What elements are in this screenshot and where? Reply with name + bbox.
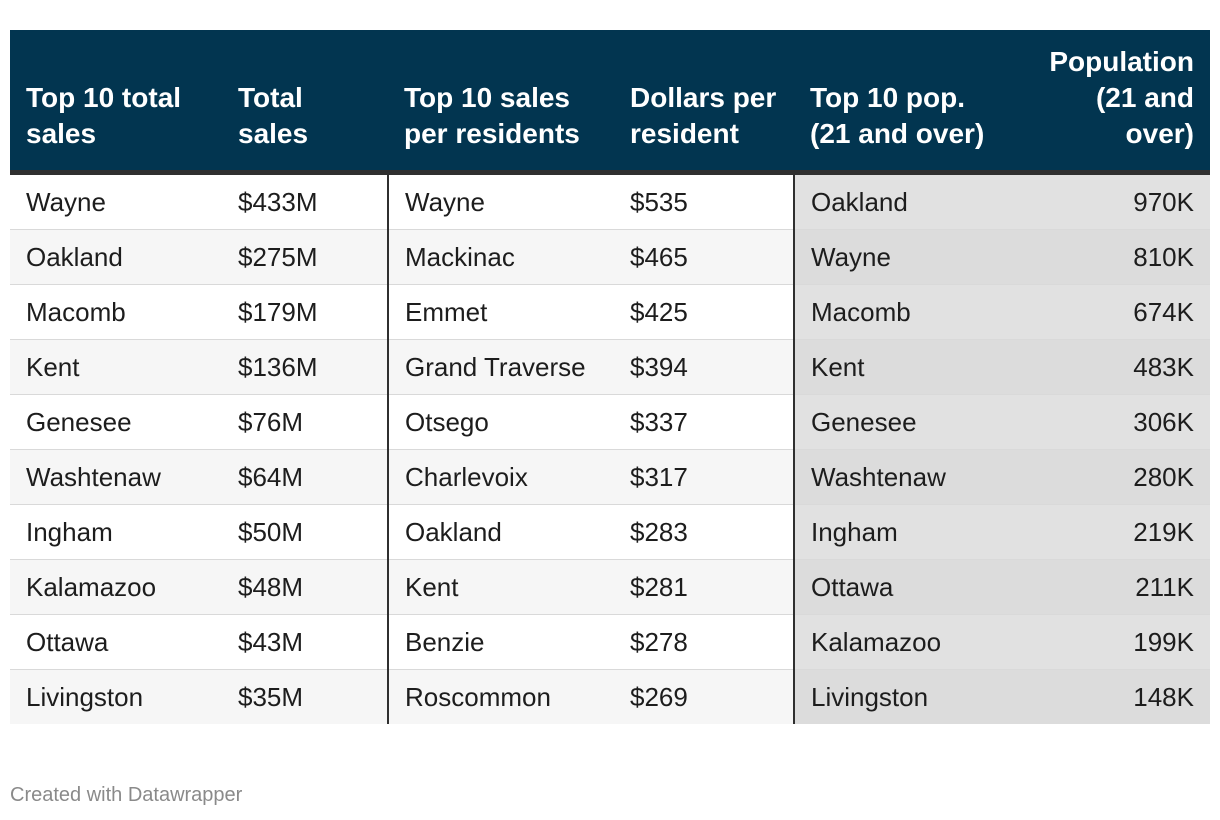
county-population-cell: Livingston xyxy=(793,669,1010,724)
county-sales-per-resident-cell: Benzie xyxy=(387,614,614,670)
total-sales-value-cell: $64M xyxy=(222,449,388,505)
county-total-sales-cell: Kalamazoo xyxy=(10,559,222,615)
dollars-per-resident-value-cell: $535 xyxy=(614,172,794,230)
table-row: Washtenaw $64M Charlevoix $317 Washtenaw 280K xyxy=(10,449,1210,505)
table-row: Oakland $275M Mackinac $465 Wayne 810K xyxy=(10,229,1210,285)
county-total-sales-cell: Ottawa xyxy=(10,614,222,670)
table-row: Kent $136M Grand Traverse $394 Kent 483K xyxy=(10,339,1210,395)
data-table: Top 10 total sales Total sales Top 10 sa… xyxy=(10,30,1210,724)
table-body: Wayne $433M Wayne $535 Oakland 970K Oakland $27… xyxy=(10,172,1210,724)
county-sales-per-resident-cell: Kent xyxy=(387,559,614,615)
total-sales-value-cell: $50M xyxy=(222,504,388,560)
county-total-sales-cell: Oakland xyxy=(10,229,222,285)
dollars-per-resident-value-cell: $425 xyxy=(614,284,794,340)
dollars-per-resident-value-cell: $269 xyxy=(614,669,794,724)
county-population-cell: Wayne xyxy=(793,229,1010,285)
county-sales-per-resident-cell: Oakland xyxy=(387,504,614,560)
data-table-container: Top 10 total sales Total sales Top 10 sa… xyxy=(10,30,1210,724)
dollars-per-resident-value-cell: $465 xyxy=(614,229,794,285)
county-sales-per-resident-cell: Mackinac xyxy=(387,229,614,285)
county-sales-per-resident-cell: Wayne xyxy=(387,172,614,230)
county-population-cell: Ottawa xyxy=(793,559,1010,615)
total-sales-value-cell: $433M xyxy=(222,172,388,230)
county-population-cell: Kalamazoo xyxy=(793,614,1010,670)
population-value-cell: 674K xyxy=(1010,284,1210,340)
table-row: Livingston $35M Roscommon $269 Livingston 148… xyxy=(10,669,1210,724)
total-sales-value-cell: $275M xyxy=(222,229,388,285)
county-total-sales-cell: Livingston xyxy=(10,669,222,724)
county-total-sales-cell: Washtenaw xyxy=(10,449,222,505)
county-total-sales-cell: Ingham xyxy=(10,504,222,560)
column-header-total-sales[interactable]: Total sales xyxy=(222,30,388,175)
population-value-cell: 483K xyxy=(1010,339,1210,395)
column-header-top-sales-per-resident[interactable]: Top 10 sales per residents xyxy=(388,30,614,175)
column-header-top-population[interactable]: Top 10 pop. (21 and over) xyxy=(794,30,1010,175)
county-population-cell: Kent xyxy=(793,339,1010,395)
county-sales-per-resident-cell: Charlevoix xyxy=(387,449,614,505)
county-population-cell: Oakland xyxy=(793,172,1010,230)
population-value-cell: 148K xyxy=(1010,669,1210,724)
total-sales-value-cell: $76M xyxy=(222,394,388,450)
population-value-cell: 211K xyxy=(1010,559,1210,615)
dollars-per-resident-value-cell: $278 xyxy=(614,614,794,670)
population-value-cell: 306K xyxy=(1010,394,1210,450)
datawrapper-credit: Created with Datawrapper xyxy=(10,784,243,806)
county-total-sales-cell: Wayne xyxy=(10,172,222,230)
population-value-cell: 219K xyxy=(1010,504,1210,560)
county-total-sales-cell: Macomb xyxy=(10,284,222,340)
table-row: Ingham $50M Oakland $283 Ingham 219K xyxy=(10,504,1210,560)
table-row: Wayne $433M Wayne $535 Oakland 970K xyxy=(10,172,1210,230)
dollars-per-resident-value-cell: $317 xyxy=(614,449,794,505)
column-header-top-total-sales[interactable]: Top 10 total sales xyxy=(10,30,222,175)
table-row: Macomb $179M Emmet $425 Macomb 674K xyxy=(10,284,1210,340)
total-sales-value-cell: $48M xyxy=(222,559,388,615)
population-value-cell: 810K xyxy=(1010,229,1210,285)
column-header-population[interactable]: Population (21 and over) xyxy=(1010,30,1210,175)
county-sales-per-resident-cell: Grand Traverse xyxy=(387,339,614,395)
county-population-cell: Washtenaw xyxy=(793,449,1010,505)
population-value-cell: 199K xyxy=(1010,614,1210,670)
total-sales-value-cell: $43M xyxy=(222,614,388,670)
total-sales-value-cell: $179M xyxy=(222,284,388,340)
county-total-sales-cell: Kent xyxy=(10,339,222,395)
total-sales-value-cell: $35M xyxy=(222,669,388,724)
population-value-cell: 970K xyxy=(1010,172,1210,230)
county-population-cell: Ingham xyxy=(793,504,1010,560)
table-row: Ottawa $43M Benzie $278 Kalamazoo 199K xyxy=(10,614,1210,670)
total-sales-value-cell: $136M xyxy=(222,339,388,395)
column-header-dollars-per-resident[interactable]: Dollars per resident xyxy=(614,30,794,175)
county-sales-per-resident-cell: Emmet xyxy=(387,284,614,340)
table-row: Kalamazoo $48M Kent $281 Ottawa 211K xyxy=(10,559,1210,615)
county-sales-per-resident-cell: Otsego xyxy=(387,394,614,450)
dollars-per-resident-value-cell: $337 xyxy=(614,394,794,450)
population-value-cell: 280K xyxy=(1010,449,1210,505)
county-population-cell: Macomb xyxy=(793,284,1010,340)
table-row: Genesee $76M Otsego $337 Genesee 306K xyxy=(10,394,1210,450)
dollars-per-resident-value-cell: $281 xyxy=(614,559,794,615)
county-sales-per-resident-cell: Roscommon xyxy=(387,669,614,724)
dollars-per-resident-value-cell: $394 xyxy=(614,339,794,395)
county-population-cell: Genesee xyxy=(793,394,1010,450)
county-total-sales-cell: Genesee xyxy=(10,394,222,450)
dollars-per-resident-value-cell: $283 xyxy=(614,504,794,560)
header-row: Top 10 total sales Total sales Top 10 sa… xyxy=(10,30,1210,175)
